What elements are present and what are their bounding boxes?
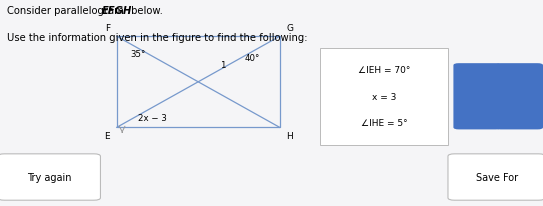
FancyBboxPatch shape — [320, 48, 448, 145]
Text: G: G — [286, 24, 293, 33]
Text: ∠IEH = 70°: ∠IEH = 70° — [358, 66, 411, 75]
Text: 35°: 35° — [130, 49, 146, 58]
Text: ✕: ✕ — [472, 90, 483, 103]
Text: E: E — [105, 132, 110, 141]
Text: H: H — [286, 132, 293, 141]
Text: ↺: ↺ — [513, 90, 525, 104]
Text: EFGH: EFGH — [102, 6, 132, 16]
Text: 1: 1 — [220, 61, 225, 70]
Text: 2x − 3: 2x − 3 — [137, 113, 167, 122]
Text: ∠IHE = 5°: ∠IHE = 5° — [361, 119, 407, 128]
FancyBboxPatch shape — [453, 64, 501, 130]
FancyBboxPatch shape — [495, 64, 543, 130]
Text: Save For: Save For — [476, 172, 517, 182]
Text: below.: below. — [128, 6, 162, 16]
FancyBboxPatch shape — [448, 154, 543, 200]
Text: x = 3: x = 3 — [372, 92, 396, 101]
Text: 40°: 40° — [244, 54, 260, 62]
Text: Use the information given in the figure to find the following:: Use the information given in the figure … — [7, 33, 307, 43]
Text: Consider parallelogram: Consider parallelogram — [7, 6, 127, 16]
Text: Try again: Try again — [27, 172, 71, 182]
Text: F: F — [105, 24, 110, 33]
FancyBboxPatch shape — [0, 154, 100, 200]
